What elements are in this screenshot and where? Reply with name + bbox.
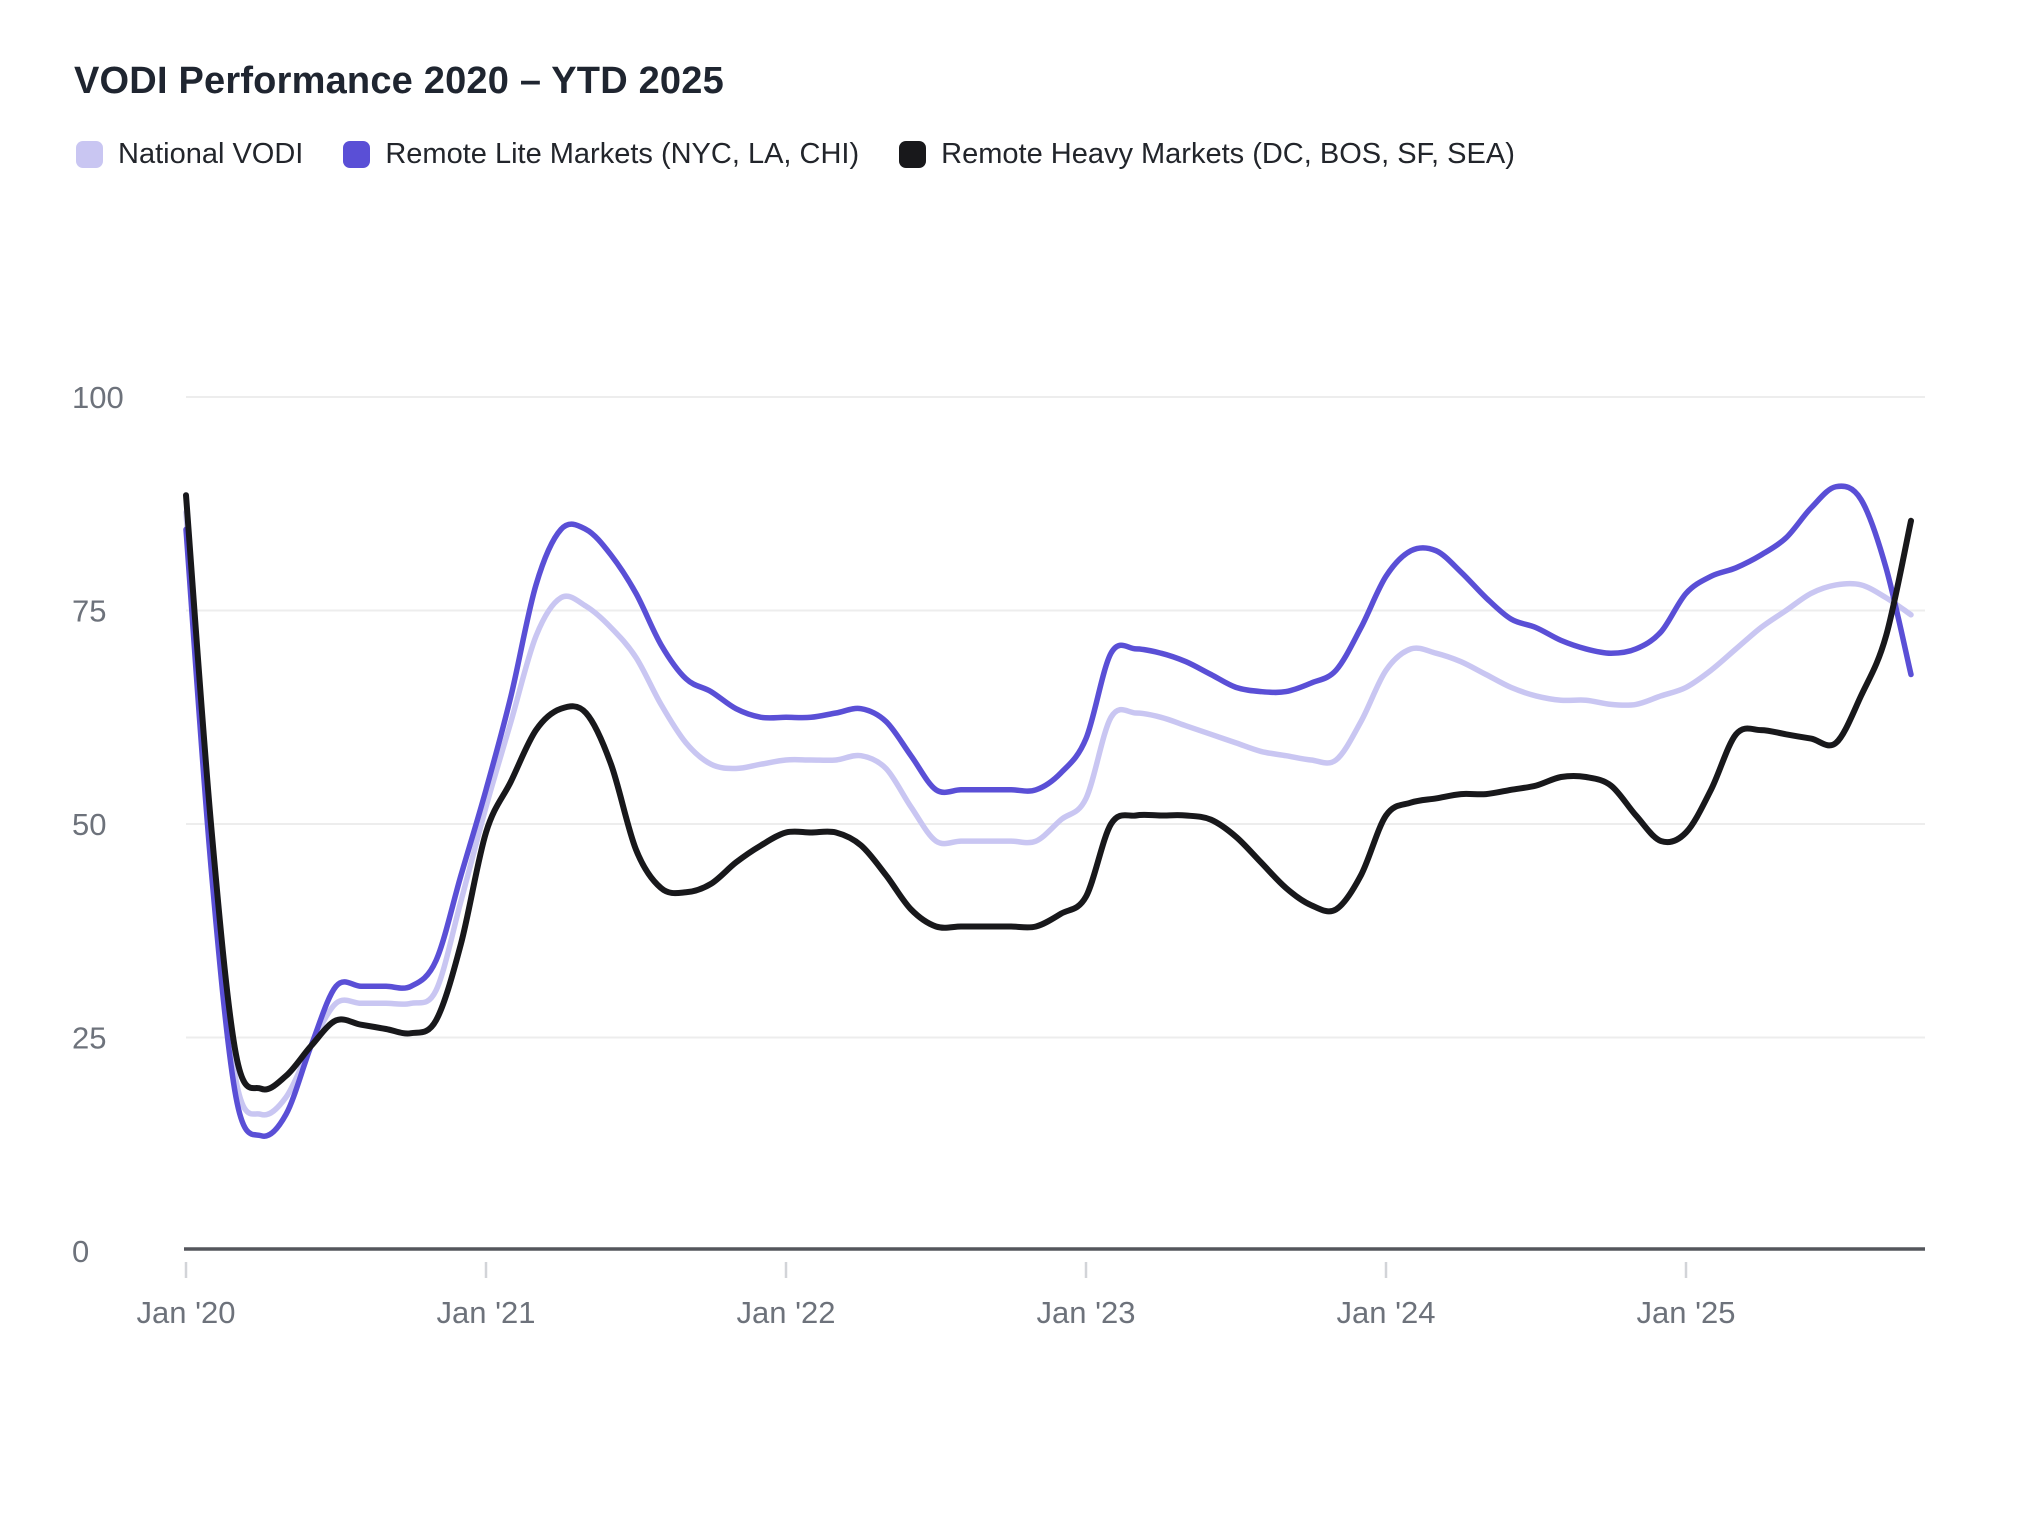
- y-axis-label-25: 25: [72, 1021, 106, 1056]
- y-axis-label-75: 75: [72, 594, 106, 629]
- legend-item-1[interactable]: National VODI: [76, 138, 303, 171]
- x-axis-label-6: Jan '25: [1637, 1295, 1736, 1330]
- x-axis-label-2: Jan '21: [437, 1295, 536, 1330]
- y-axis-label-0: 0: [72, 1234, 89, 1269]
- x-axis-label-4: Jan '23: [1037, 1295, 1136, 1330]
- legend-swatch-icon: [76, 141, 103, 168]
- legend-label: Remote Heavy Markets (DC, BOS, SF, SEA): [941, 138, 1515, 170]
- x-axis-label-1: Jan '20: [137, 1295, 236, 1330]
- legend-item-3[interactable]: Remote Heavy Markets (DC, BOS, SF, SEA): [899, 138, 1515, 171]
- x-axis-label-5: Jan '24: [1337, 1295, 1436, 1330]
- legend-swatch-icon: [899, 141, 927, 168]
- series-line-remote-lite: [183, 483, 1914, 1139]
- y-axis-label-50: 50: [72, 807, 106, 842]
- legend-swatch-icon: [343, 141, 371, 168]
- legend-label: National VODI: [118, 138, 304, 170]
- chart-legend: National VODI Remote Lite Markets (NYC, L…: [76, 138, 1515, 171]
- chart-title: VODI Performance 2020 – YTD 2025: [74, 60, 724, 102]
- legend-label: Remote Lite Markets (NYC, LA, CHI): [385, 138, 860, 170]
- series-line-remote-heavy: [183, 492, 1914, 1093]
- legend-item-2[interactable]: Remote Lite Markets (NYC, LA, CHI): [343, 138, 859, 171]
- series-line-national-vodi: [183, 509, 1914, 1118]
- x-axis-label-3: Jan '22: [737, 1295, 836, 1330]
- y-axis-label-100: 100: [72, 380, 124, 415]
